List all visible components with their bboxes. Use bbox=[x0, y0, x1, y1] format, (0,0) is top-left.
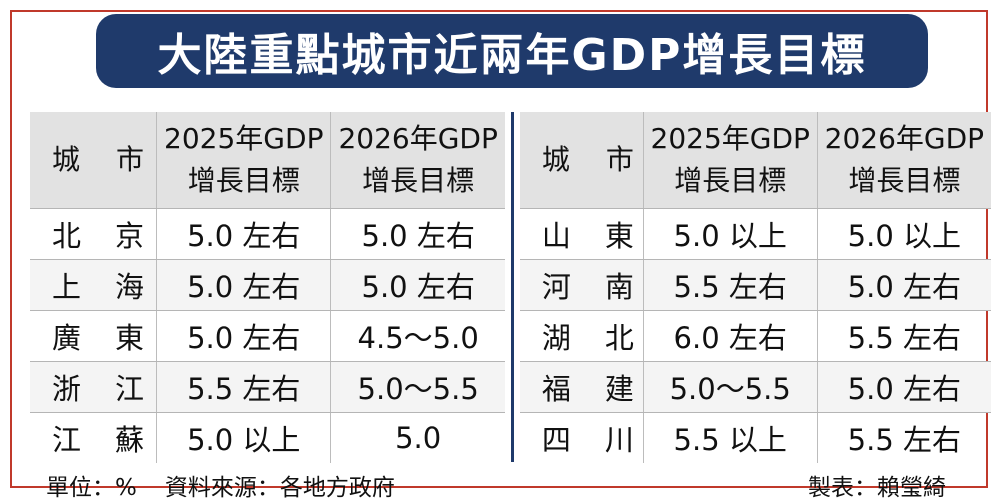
source-note: 資料來源：各地方政府 bbox=[164, 475, 395, 501]
city-char-2: 川 bbox=[604, 423, 634, 457]
target-2026-cell: 5.0 以上 bbox=[816, 208, 991, 260]
city-char-1: 河 bbox=[541, 270, 571, 304]
city-header-char-2: 市 bbox=[115, 143, 144, 176]
y2025-header-line1: 2025年GDP bbox=[164, 122, 324, 155]
target-2026-cell: 5.0～5.5 bbox=[330, 361, 505, 413]
table-row: 山東 5.0 以上 5.0 以上 bbox=[519, 208, 991, 260]
table-row: 廣東 5.0 左右 4.5～5.0 bbox=[30, 310, 505, 362]
target-2026-cell: 4.5～5.0 bbox=[330, 310, 505, 362]
city-char-1: 福 bbox=[541, 372, 571, 406]
infographic-frame: 大陸重點城市近兩年GDP增長目標 城 市 2025年GDP 增長目標 bbox=[10, 10, 991, 501]
target-2026-cell: 5.5 左右 bbox=[816, 412, 991, 463]
city-char-2: 京 bbox=[114, 219, 144, 253]
table-divider bbox=[510, 112, 514, 462]
target-2026-cell: 5.5 左右 bbox=[816, 310, 991, 362]
y2025-header: 2025年GDP 增長目標 bbox=[642, 112, 818, 209]
target-2026-cell: 5.0 左右 bbox=[816, 259, 991, 311]
table-row: 北京 5.0 左右 5.0 左右 bbox=[30, 208, 505, 260]
city-cell: 廣東 bbox=[30, 310, 157, 362]
city-cell: 江蘇 bbox=[30, 413, 157, 464]
city-char-1: 北 bbox=[52, 219, 82, 253]
target-2026-cell: 5.0 bbox=[330, 412, 505, 463]
y2026-header: 2026年GDP 增長目標 bbox=[330, 112, 505, 209]
city-cell: 山東 bbox=[519, 208, 644, 260]
table-row: 湖北 6.0 左右 5.5 左右 bbox=[519, 310, 991, 362]
table-row: 河南 5.5 左右 5.0 左右 bbox=[519, 259, 991, 311]
city-header-char-1: 城 bbox=[541, 143, 570, 176]
city-char-2: 東 bbox=[114, 321, 144, 355]
y2025-header-line2: 增長目標 bbox=[187, 164, 300, 197]
city-char-1: 湖 bbox=[541, 321, 571, 355]
city-char-2: 南 bbox=[604, 270, 634, 304]
y2026-header-line1: 2026年GDP bbox=[338, 122, 498, 155]
city-cell: 福建 bbox=[519, 361, 644, 413]
y2025-header: 2025年GDP 增長目標 bbox=[156, 112, 331, 209]
city-cell: 上海 bbox=[30, 259, 157, 311]
city-header-char-1: 城 bbox=[52, 143, 81, 176]
city-char-1: 山 bbox=[541, 219, 571, 253]
table-row: 上海 5.0 左右 5.0 左右 bbox=[30, 259, 505, 311]
city-char-1: 江 bbox=[52, 423, 82, 457]
target-2025-cell: 5.5 左右 bbox=[642, 259, 818, 311]
y2025-header-line1: 2025年GDP bbox=[650, 122, 810, 155]
target-2026-cell: 5.0 左右 bbox=[816, 361, 991, 413]
target-2025-cell: 5.0 以上 bbox=[642, 208, 818, 260]
city-cell: 河南 bbox=[519, 259, 644, 311]
city-char-2: 北 bbox=[604, 321, 634, 355]
city-char-1: 上 bbox=[52, 270, 82, 304]
target-2025-cell: 5.0 左右 bbox=[156, 259, 331, 311]
table-row: 江蘇 5.0 以上 5.0 bbox=[30, 412, 505, 464]
city-char-1: 廣 bbox=[52, 321, 82, 355]
y2026-header-line1: 2026年GDP bbox=[824, 122, 985, 155]
city-header: 城 市 bbox=[519, 112, 644, 209]
city-char-2: 蘇 bbox=[114, 423, 144, 457]
city-cell: 湖北 bbox=[519, 310, 644, 362]
table-row: 浙江 5.5 左右 5.0～5.5 bbox=[30, 361, 505, 413]
city-char-2: 東 bbox=[604, 219, 634, 253]
table-row: 福建 5.0～5.5 5.0 左右 bbox=[519, 361, 991, 413]
y2026-header: 2026年GDP 增長目標 bbox=[816, 112, 991, 209]
city-cell: 北京 bbox=[30, 208, 157, 260]
target-2025-cell: 5.0 左右 bbox=[156, 310, 331, 362]
city-cell: 四川 bbox=[520, 413, 643, 464]
y2025-header-line2: 增長目標 bbox=[674, 164, 787, 197]
left-table: 城 市 2025年GDP 增長目標 2026年GDP 增長目標 北京 5.0 左右… bbox=[30, 112, 505, 463]
y2026-header-line2: 增長目標 bbox=[848, 164, 961, 197]
footer-notes: 單位：% 資料來源：各地方政府 bbox=[46, 468, 395, 502]
city-header-char-2: 市 bbox=[605, 143, 634, 176]
unit-note: 單位：% bbox=[46, 475, 137, 501]
city-char-2: 建 bbox=[604, 372, 634, 406]
city-header: 城 市 bbox=[30, 112, 157, 209]
chart-title: 大陸重點城市近兩年GDP增長目標 bbox=[157, 30, 867, 81]
y2026-header-line2: 增長目標 bbox=[362, 164, 475, 197]
title-banner: 大陸重點城市近兩年GDP增長目標 bbox=[96, 14, 928, 88]
tables-wrapper: 城 市 2025年GDP 增長目標 2026年GDP 增長目標 北京 5.0 左右… bbox=[30, 112, 991, 464]
credit-note: 製表：賴瑩綺 bbox=[808, 475, 946, 501]
target-2025-cell: 5.0 左右 bbox=[156, 208, 331, 260]
target-2026-cell: 5.0 左右 bbox=[330, 259, 505, 311]
target-2025-cell: 5.5 以上 bbox=[642, 412, 818, 463]
city-char-2: 江 bbox=[114, 372, 144, 406]
city-char-2: 海 bbox=[114, 270, 144, 304]
city-char-1: 四 bbox=[541, 423, 571, 457]
target-2025-cell: 5.5 左右 bbox=[156, 361, 331, 413]
left-header-row: 城 市 2025年GDP 增長目標 2026年GDP 增長目標 bbox=[30, 112, 505, 209]
target-2025-cell: 6.0 左右 bbox=[642, 310, 818, 362]
target-2026-cell: 5.0 左右 bbox=[330, 208, 505, 260]
right-table: 城 市 2025年GDP 增長目標 2026年GDP 增長目標 山東 5.0 以上… bbox=[519, 112, 991, 464]
right-header-row: 城 市 2025年GDP 增長目標 2026年GDP 增長目標 bbox=[519, 112, 991, 209]
city-char-1: 浙 bbox=[52, 372, 82, 406]
table-row: 四川 5.5 以上 5.5 左右 bbox=[520, 412, 991, 464]
city-cell: 浙江 bbox=[30, 361, 157, 413]
target-2025-cell: 5.0 以上 bbox=[156, 412, 331, 463]
target-2025-cell: 5.0～5.5 bbox=[642, 361, 818, 413]
